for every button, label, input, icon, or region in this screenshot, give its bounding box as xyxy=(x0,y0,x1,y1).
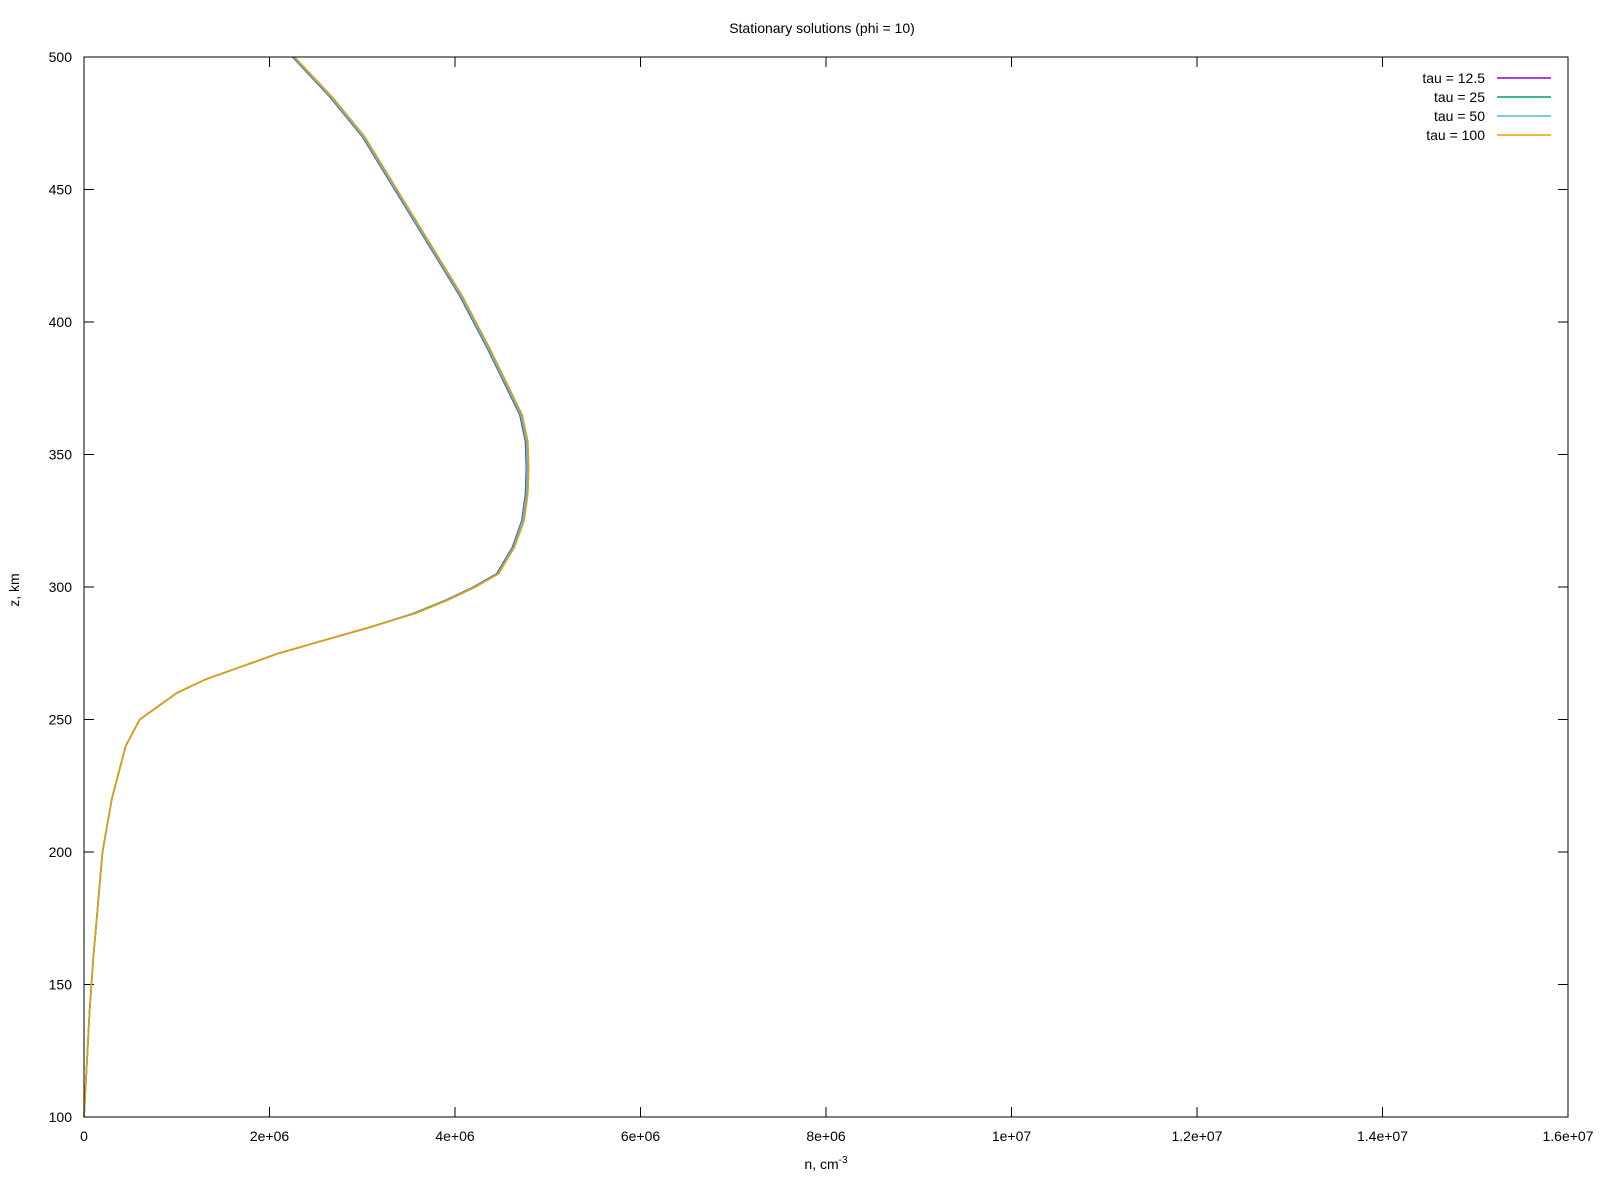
y-tick-label: 200 xyxy=(49,844,73,860)
x-axis-label-base: n, cm xyxy=(804,1156,838,1172)
series-line xyxy=(83,56,528,1118)
y-axis-label: z, km xyxy=(6,573,22,606)
series-lines xyxy=(83,56,530,1118)
legend-label: tau = 12.5 xyxy=(1422,70,1485,86)
legend-label: tau = 50 xyxy=(1434,108,1485,124)
y-tick-label: 500 xyxy=(49,49,73,65)
x-tick-label: 4e+06 xyxy=(435,1128,475,1144)
x-tick-label: 8e+06 xyxy=(806,1128,846,1144)
x-axis-label: n, cm-3 xyxy=(804,1155,848,1172)
legend: tau = 12.5 tau = 25 tau = 50 tau = 100 xyxy=(1422,70,1551,143)
legend-label: tau = 100 xyxy=(1426,127,1485,143)
x-tick-label: 1e+07 xyxy=(992,1128,1032,1144)
x-tick-label: 6e+06 xyxy=(621,1128,661,1144)
x-tick-label: 0 xyxy=(80,1128,88,1144)
y-tick-label: 150 xyxy=(49,977,73,993)
x-tick-label: 1.2e+07 xyxy=(1172,1128,1223,1144)
plot-frame xyxy=(83,56,1569,1118)
x-tick-label: 2e+06 xyxy=(250,1128,290,1144)
y-tick-label: 100 xyxy=(49,1109,73,1125)
chart-title: Stationary solutions (phi = 10) xyxy=(729,20,915,36)
y-tick-label: 450 xyxy=(49,182,73,198)
y-tick-label: 400 xyxy=(49,314,73,330)
y-tick-label: 350 xyxy=(49,447,73,463)
tick-marks xyxy=(83,56,1569,1118)
series-line xyxy=(83,56,529,1118)
x-axis-label-superscript: -3 xyxy=(839,1155,848,1166)
series-line xyxy=(83,56,530,1118)
y-tick-labels: 100 150 200 250 300 350 400 450 500 xyxy=(49,49,73,1125)
y-tick-label: 300 xyxy=(49,579,73,595)
legend-label: tau = 25 xyxy=(1434,89,1485,105)
series-line xyxy=(83,56,528,1118)
x-tick-label: 1.4e+07 xyxy=(1357,1128,1408,1144)
x-tick-label: 1.6e+07 xyxy=(1543,1128,1594,1144)
x-tick-labels: 0 2e+06 4e+06 6e+06 8e+06 1e+07 1.2e+07 1.4e+07… xyxy=(80,1128,1594,1144)
y-tick-label: 250 xyxy=(49,712,73,728)
